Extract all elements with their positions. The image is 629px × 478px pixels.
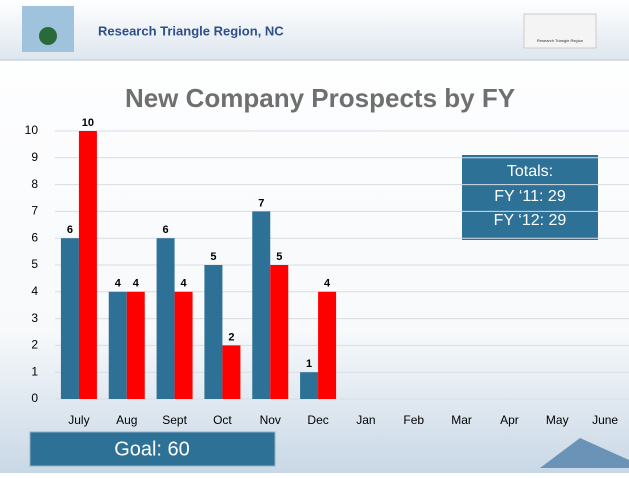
value-label: 6 [163,224,169,236]
y-tick-label: 9 [31,150,38,164]
corner-logo [540,438,629,468]
y-tick-label: 5 [31,257,38,271]
header-title: Research Triangle Region, NC [98,23,284,38]
totals-text: Totals: [507,163,553,180]
goal-box [29,431,276,467]
bar [252,211,271,399]
header-icon-drop [39,27,57,45]
bar [300,372,319,399]
y-tick-label: 3 [31,311,38,325]
totals-box [462,155,598,240]
y-tick-label: 1 [31,364,38,378]
x-tick-label: May [546,413,569,427]
value-label: 4 [324,278,331,290]
logo-text: Research Triangle Region [537,38,583,43]
x-tick-label: July [68,413,89,427]
value-label: 4 [133,278,140,290]
x-tick-label: Feb [403,413,424,427]
value-label: 5 [210,251,216,263]
x-tick-label: Apr [500,413,519,427]
x-tick-label: June [592,413,618,427]
bar [270,265,289,399]
bar [204,265,223,399]
y-tick-label: 8 [31,177,38,191]
bar [222,345,241,399]
value-label: 5 [276,251,282,263]
value-label: 4 [181,278,188,290]
x-tick-label: Nov [260,413,281,427]
x-tick-label: Oct [213,413,232,427]
bar [108,291,127,399]
bar [60,238,79,399]
logo [523,13,597,49]
x-tick-label: Jan [356,413,375,427]
bar [156,238,175,399]
value-label: 1 [306,358,312,370]
value-label: 4 [115,278,122,290]
totals-text: FY ‘12: 29 [494,212,567,229]
value-label: 6 [67,224,73,236]
y-tick-label: 10 [25,123,39,137]
y-tick-label: 4 [31,284,38,298]
bar [78,131,97,399]
value-label: 10 [82,117,94,129]
totals-text: FY ‘11: 29 [494,188,566,205]
y-tick-label: 2 [31,338,38,352]
goal-text: Goal: 60 [114,438,190,460]
y-tick-label: 0 [31,391,38,405]
y-tick-label: 7 [31,204,38,218]
bar [174,291,193,399]
bar [318,291,337,399]
chart-title: New Company Prospects by FY [125,83,515,113]
bar [126,291,145,399]
value-label: 2 [228,331,234,343]
x-tick-label: Sept [162,413,187,427]
value-label: 7 [258,197,264,209]
y-tick-label: 6 [31,230,38,244]
x-tick-label: Mar [451,413,472,427]
x-tick-label: Dec [307,413,328,427]
x-tick-label: Aug [116,413,137,427]
